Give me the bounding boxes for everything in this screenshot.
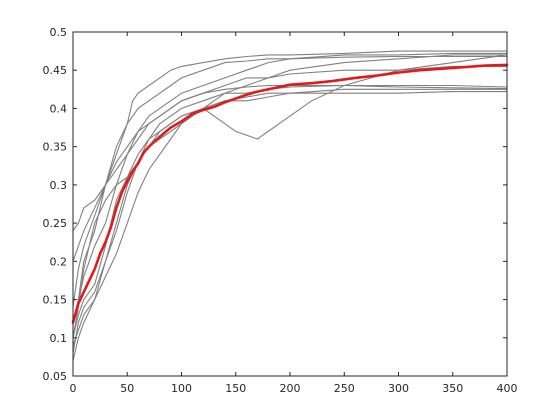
- run-line-1: [72, 88, 507, 338]
- run-line-7: [72, 50, 507, 323]
- y-tick-label: 0.15: [43, 294, 68, 307]
- y-tick-label: 0.25: [43, 217, 68, 230]
- run-line-9: [72, 91, 507, 361]
- x-tick-label: 0: [70, 382, 77, 395]
- x-tick-label: 150: [225, 382, 246, 395]
- run-line-8: [72, 54, 507, 346]
- mean-line: [71, 63, 509, 324]
- x-tick-label: 50: [120, 382, 134, 395]
- x-tick-label: 250: [334, 382, 355, 395]
- run-line-6: [72, 52, 507, 232]
- x-tick-label: 100: [171, 382, 192, 395]
- y-tick-label: 0.45: [43, 64, 68, 77]
- run-line-4: [72, 54, 508, 338]
- run-line-10: [72, 55, 507, 262]
- x-tick-label: 200: [280, 382, 301, 395]
- y-tick-label: 0.5: [50, 26, 68, 39]
- mean-layer: [71, 63, 509, 324]
- y-tick-label: 0.4: [50, 102, 68, 115]
- run-line-5: [72, 65, 507, 308]
- y-axis: 0.05 0.1 0.15 0.2 0.25 0.3 0.35 0.4 0.45 0.5: [43, 26, 507, 383]
- y-tick-label: 0.2: [50, 255, 68, 268]
- x-tick-label: 400: [497, 382, 518, 395]
- y-tick-label: 0.35: [43, 141, 68, 154]
- x-axis: 0 50 100 150 200 250 300 350 400: [70, 32, 518, 395]
- y-tick-label: 0.3: [50, 179, 68, 192]
- series-layer: [72, 50, 508, 361]
- x-tick-label: 350: [442, 382, 463, 395]
- y-tick-label: 0.1: [50, 332, 68, 345]
- x-tick-label: 300: [388, 382, 409, 395]
- run-line-2: [72, 84, 508, 354]
- run-line-3: [72, 84, 508, 323]
- y-tick-label: 0.05: [43, 370, 68, 383]
